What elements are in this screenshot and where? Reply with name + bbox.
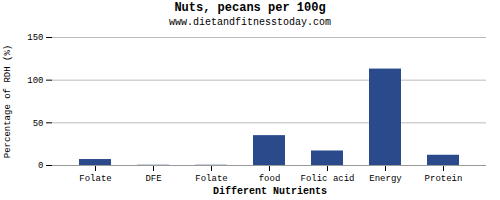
- svg-text:50: 50: [33, 119, 44, 129]
- html-text:www.dietandfitnesstoday.com: www.dietandfitnesstoday.com: [169, 17, 331, 28]
- svg-text:0: 0: [38, 161, 43, 171]
- svg-text:Percentage of RDH (%): Percentage of RDH (%): [3, 45, 13, 158]
- svg-text:150: 150: [27, 33, 43, 43]
- svg-text:Protein: Protein: [425, 174, 463, 184]
- svg-text:100: 100: [27, 76, 43, 86]
- svg-text:Folic acid: Folic acid: [300, 174, 354, 184]
- svg-text:DFE: DFE: [145, 174, 161, 184]
- svg-text:Folate: Folate: [79, 174, 111, 184]
- html-text:Nuts, pecans per 100g: Nuts, pecans per 100g: [174, 1, 326, 15]
- html-text:Different Nutrients: Different Nutrients: [213, 186, 327, 197]
- svg-text:food: food: [259, 174, 281, 184]
- svg-text:Folate: Folate: [195, 174, 227, 184]
- svg-text:Energy: Energy: [369, 174, 402, 184]
